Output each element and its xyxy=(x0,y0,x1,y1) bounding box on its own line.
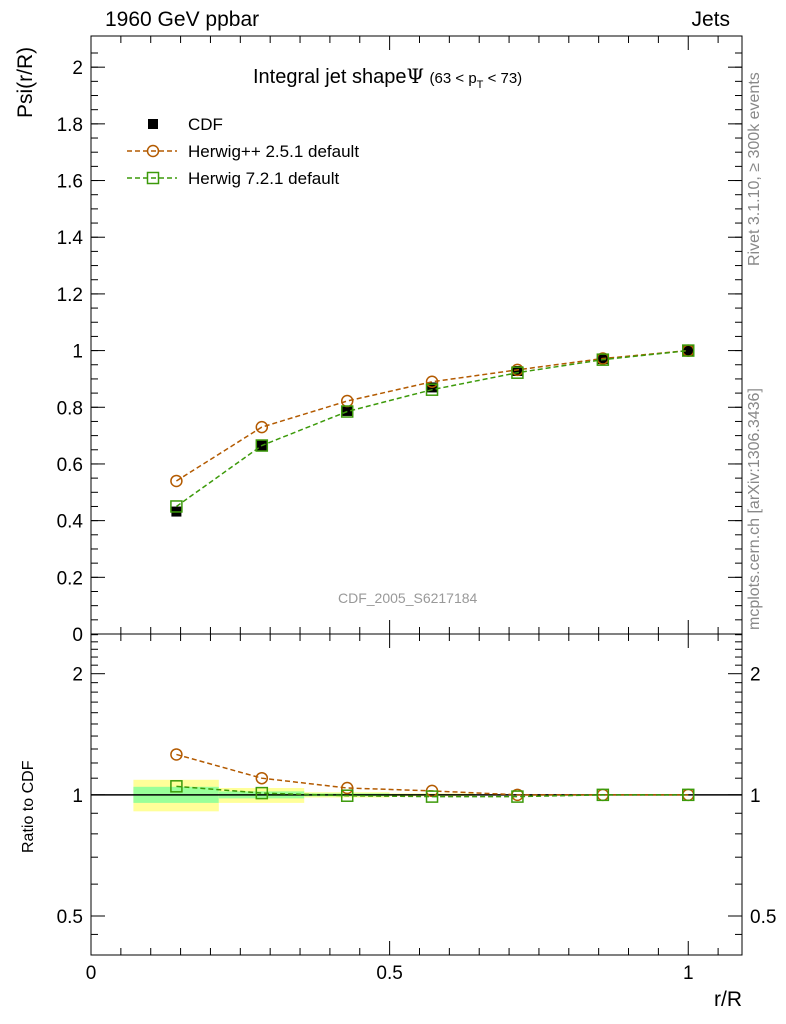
y-tick-label: 0.2 xyxy=(57,568,83,589)
ratio-y-tick-label: 2 xyxy=(72,665,83,686)
data-point xyxy=(340,394,354,408)
legend-marker xyxy=(146,171,160,185)
title-end: < 73) xyxy=(483,70,523,87)
title-range: (63 < p xyxy=(429,70,477,87)
data-point xyxy=(255,420,269,434)
data-point xyxy=(683,345,694,356)
data-point xyxy=(255,439,269,452)
ratio-data-point xyxy=(681,788,695,802)
ratio-series-line xyxy=(176,785,689,798)
x-tick-label: 1 xyxy=(683,963,694,984)
data-point xyxy=(512,365,523,376)
ratio-data-point xyxy=(170,780,183,793)
ratio-data-point xyxy=(511,790,524,803)
data-point xyxy=(681,344,695,357)
x-tick-label: 0 xyxy=(86,963,97,984)
ratio-data-point xyxy=(340,789,354,802)
title-sub: T xyxy=(476,79,484,91)
ratio-data-point xyxy=(425,790,439,803)
y-tick-label: 1.6 xyxy=(57,172,83,193)
data-point xyxy=(170,500,183,513)
series-line xyxy=(175,349,689,508)
header-left: 1960 GeV ppbar xyxy=(105,8,260,31)
data-point xyxy=(511,366,524,379)
data-point xyxy=(425,375,439,389)
ratio-y-tick-label-right: 0.5 xyxy=(750,907,776,928)
series-line xyxy=(176,349,689,482)
header-right: Jets xyxy=(691,8,730,31)
ratio-y-tick-label-right: 2 xyxy=(750,665,761,686)
title-symbol: Ψ xyxy=(406,64,424,88)
title-main: Integral jet shape xyxy=(253,66,407,88)
y-tick-label: 1.8 xyxy=(57,115,83,136)
data-point xyxy=(170,474,183,488)
legend-marker xyxy=(148,119,158,129)
data-point xyxy=(596,353,610,366)
data-point xyxy=(425,383,439,396)
y-tick-label: 1 xyxy=(72,342,83,363)
ratio-data-point xyxy=(255,786,269,800)
legend-label: Herwig++ 2.5.1 default xyxy=(188,142,359,161)
y-tick-label: 0.4 xyxy=(57,512,84,533)
ratio-y-tick-label: 0.5 xyxy=(57,907,83,928)
ratio-y-tick-label: 1 xyxy=(72,786,83,807)
legend-label: CDF xyxy=(188,115,223,134)
x-tick-label: 0.5 xyxy=(376,963,402,984)
y-tick-label: 0.8 xyxy=(57,398,83,419)
ratio-data-point xyxy=(170,748,183,761)
ratio-y-tick-label-right: 1 xyxy=(750,786,761,807)
y-tick-label: 0.6 xyxy=(57,455,83,476)
ratio-data-point xyxy=(255,771,269,785)
y-tick-label: 1.2 xyxy=(57,285,83,306)
y-tick-label: 2 xyxy=(72,58,83,79)
data-point xyxy=(340,405,354,418)
ratio-data-point xyxy=(340,781,354,795)
x-axis-label: r/R xyxy=(714,988,742,1011)
ratio-data-point xyxy=(596,788,610,802)
y-tick-label: 1.4 xyxy=(57,228,84,249)
plot-title: Integral jet shapeΨ (63 < pT < 73) xyxy=(253,64,522,91)
y-tick-label: 0 xyxy=(72,625,83,646)
legend-label: Herwig 7.2.1 default xyxy=(188,169,339,188)
legend-marker xyxy=(146,144,160,158)
watermark: CDF_2005_S6217184 xyxy=(338,590,478,606)
